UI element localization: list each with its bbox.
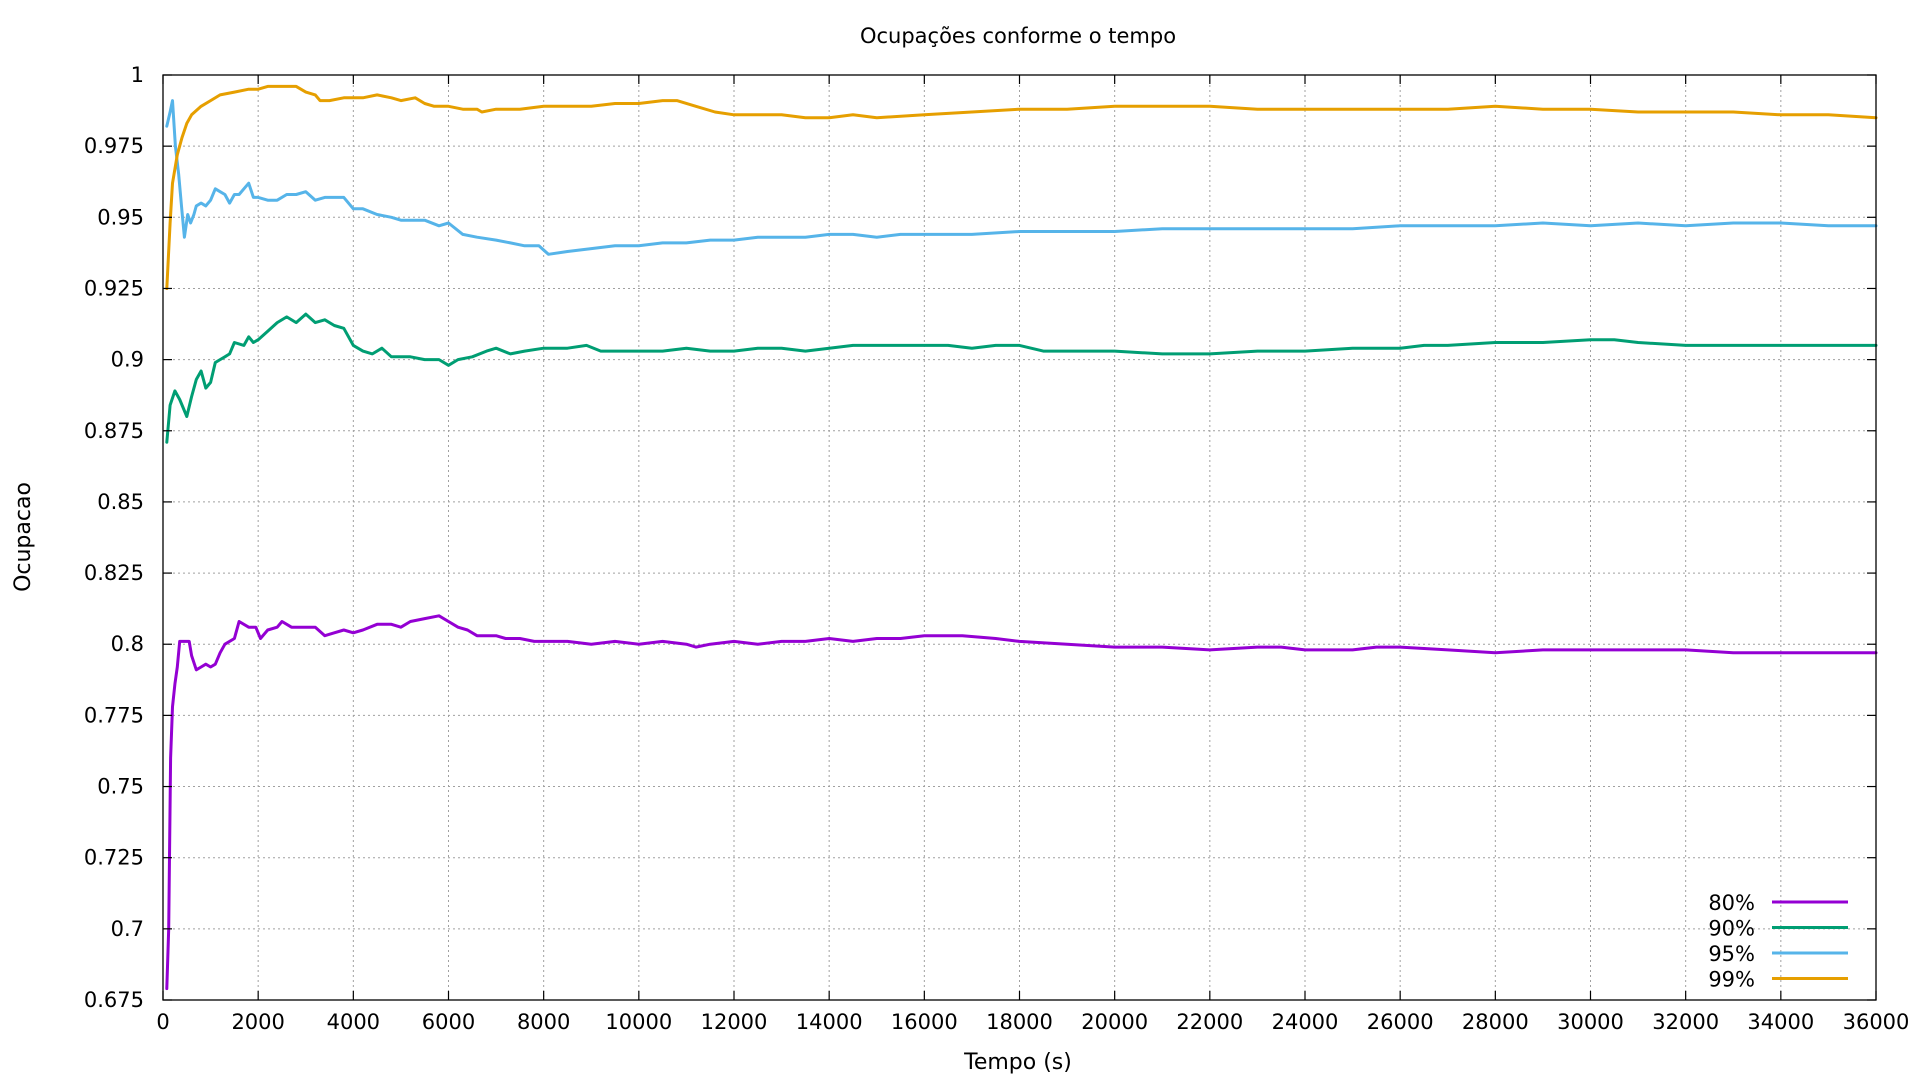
legend-label: 80% (1708, 891, 1755, 915)
series-line-90pct (165, 312, 1878, 444)
y-axis-label: Ocupacao (11, 482, 36, 592)
x-tick-label: 32000 (1652, 1010, 1719, 1034)
y-tick-label: 0.975 (84, 134, 144, 158)
y-tick-label: 0.7 (111, 917, 144, 941)
y-tick-labels: 0.675 0.7 0.725 0.75 0.775 0.8 0.825 0.85 0.875 0… (84, 63, 144, 1012)
x-tick-label: 8000 (517, 1010, 570, 1034)
legend-label: 99% (1708, 968, 1755, 992)
x-tick-label: 34000 (1747, 1010, 1814, 1034)
x-tick-labels: 0 2000 4000 6000 8000 10000 12000 14000 16000 180… (156, 1010, 1909, 1034)
y-tick-label: 0.775 (84, 703, 144, 727)
x-tick-label: 18000 (986, 1010, 1053, 1034)
x-tick-label: 2000 (231, 1010, 284, 1034)
y-tick-label: 0.725 (84, 846, 144, 870)
grid-lines (163, 75, 1876, 1000)
y-tick-label: 0.8 (111, 632, 144, 656)
x-tick-label: 30000 (1557, 1010, 1624, 1034)
y-tick-label: 0.85 (97, 490, 144, 514)
axis-ticks (162, 74, 1877, 1001)
series-line-80pct (165, 614, 1878, 991)
x-tick-label: 24000 (1272, 1010, 1339, 1034)
y-tick-label: 0.9 (111, 348, 144, 372)
y-tick-label: 0.95 (97, 205, 144, 229)
y-tick-label: 0.675 (84, 988, 144, 1012)
series-line-99pct (165, 84, 1878, 290)
x-tick-label: 20000 (1081, 1010, 1148, 1034)
y-tick-label: 0.925 (84, 276, 144, 300)
x-axis-label: Tempo (s) (963, 1050, 1072, 1075)
y-tick-label: 0.825 (84, 561, 144, 585)
x-tick-label: 6000 (422, 1010, 475, 1034)
x-tick-label: 16000 (891, 1010, 958, 1034)
legend: 80%90%95%99% (1708, 891, 1848, 992)
y-tick-label: 0.875 (84, 419, 144, 443)
legend-label: 95% (1708, 942, 1755, 966)
y-tick-label: 1 (131, 63, 144, 87)
x-tick-label: 12000 (701, 1010, 768, 1034)
x-tick-label: 4000 (327, 1010, 380, 1034)
y-tick-label: 0.75 (97, 775, 144, 799)
series-line-95pct (165, 99, 1878, 256)
x-tick-label: 26000 (1367, 1010, 1434, 1034)
x-tick-label: 28000 (1462, 1010, 1529, 1034)
x-tick-label: 14000 (796, 1010, 863, 1034)
x-tick-label: 0 (156, 1010, 169, 1034)
series-lines (165, 84, 1878, 991)
x-tick-label: 22000 (1176, 1010, 1243, 1034)
x-tick-label: 10000 (605, 1010, 672, 1034)
chart-title: Ocupações conforme o tempo (860, 24, 1176, 48)
legend-label: 90% (1708, 917, 1755, 941)
x-tick-label: 36000 (1843, 1010, 1910, 1034)
